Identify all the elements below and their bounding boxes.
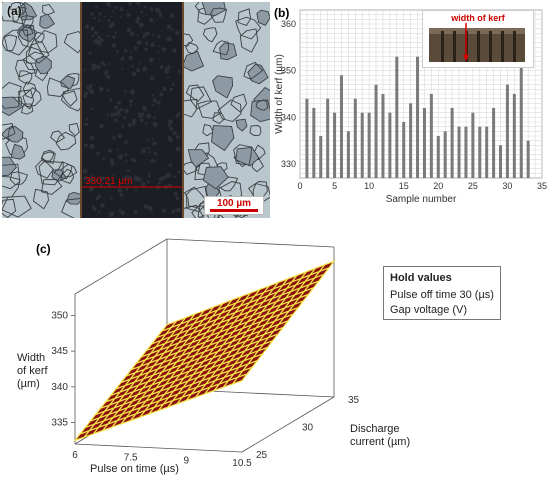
bar [353,98,357,178]
bar [339,75,343,178]
kerf-bar-chart: 0 5 10 15 20 25 30 35 330 340 350 360 Sample number W… [270,0,550,215]
bar [478,126,482,178]
bar [312,108,316,178]
bar [450,108,454,178]
bar [422,108,426,178]
y-tick-label: 330 [281,159,296,169]
x-tick-label: 9 [184,455,190,466]
workpiece-inset: width of kerf [422,10,534,68]
x-tick-label: 15 [399,181,409,191]
hold-gap-voltage: Gap voltage (V) [390,304,468,316]
hold-pulse-off: Pulse off time 30 (µs) [390,289,494,301]
bar [499,145,503,178]
y-tick-label: 350 [281,66,296,76]
y-axis-title-line: current (µm) [350,436,411,448]
x-axis-title: Sample number [386,194,457,205]
kerf-surface-plot: 335 340 345 350 6 7.5 9 10.5 25 30 35 (c) [0,232,550,488]
x-tick-label: 0 [297,181,302,191]
z-axis-title-line: (µm) [17,378,40,390]
surface-cell [230,372,249,386]
panel-b-label: (b) [274,6,290,20]
bar [409,103,413,178]
bar [526,140,530,178]
bar [457,126,461,178]
y-tick-label: 30 [302,423,314,434]
y-tick-label: 340 [281,112,296,122]
bar [388,112,392,178]
workpiece-photo [429,23,525,62]
y-tick-label: 360 [281,19,296,29]
inset-label: width of kerf [451,13,505,23]
hold-values-box: Hold values Pulse off time 30 (µs) Gap v… [383,266,501,320]
panel-a-label: (a) [7,4,22,18]
z-tick-label: 350 [51,310,68,321]
bar [367,112,371,178]
grain-boundaries [2,2,270,218]
bar [381,94,385,178]
bar [319,136,323,178]
bar [485,126,489,178]
bar [402,122,406,178]
x-tick-label: 35 [537,181,547,191]
panel-c-label: (c) [36,242,51,256]
z-tick-label: 340 [51,382,68,393]
z-axis-title: Width of kerf (µm) [17,352,48,391]
x-tick-label: 30 [502,181,512,191]
x-tick-label: 10.5 [232,458,252,469]
bar [464,126,468,178]
bar [519,56,523,178]
x-tick-label: 5 [332,181,337,191]
surface-plot-svg: 335 340 345 350 6 7.5 9 10.5 25 30 35 [51,238,360,469]
bar [416,56,420,178]
bar [471,112,475,178]
micrograph-image [2,2,270,218]
z-axis-title-line: of kerf [17,365,48,377]
bar [492,108,496,178]
scale-bar-label: 100 µm [216,198,252,209]
y-tick-label: 25 [256,450,268,461]
x-tick-label: 7.5 [124,453,138,464]
bar [429,94,433,178]
y-axis-title-line: Discharge [350,423,400,435]
y-tick-label: 35 [348,395,360,406]
bar [512,94,516,178]
bar [333,112,337,178]
bar [346,131,350,178]
bar [360,112,364,178]
y-axis-title: Discharge current (µm) [350,423,410,449]
bar [505,84,509,178]
bar [326,98,330,178]
x-tick-label: 25 [468,181,478,191]
scale-bar-line [210,209,258,212]
x-tick-label: 10 [364,181,374,191]
micrograph-panel [2,2,270,218]
bar [395,56,399,178]
x-axis-title: Pulse on time (µs) [90,463,179,475]
bars [305,56,530,178]
x-tick-label: 20 [433,181,443,191]
hold-values-title: Hold values [390,272,452,284]
z-tick-label: 335 [51,418,68,429]
x-tick-label: 6 [72,450,78,461]
bar [305,98,309,178]
bar [436,136,440,178]
kerf-measurement-label: 330.21 µm [85,176,133,187]
y-axis-title: Width of kerf (µm) [274,54,285,134]
scale-bar: 100 µm [204,196,264,215]
z-axis-title-line: Width [17,352,46,364]
z-tick-label: 345 [51,346,68,357]
bar [443,131,447,178]
bar [374,84,378,178]
kerf-texture [82,2,181,217]
surface [73,259,336,442]
